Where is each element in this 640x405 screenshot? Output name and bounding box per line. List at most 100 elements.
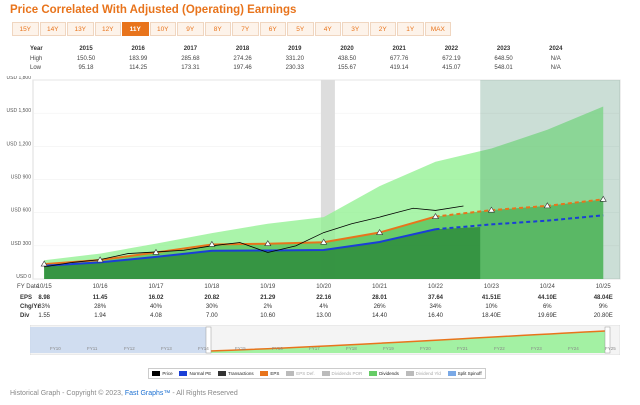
range-button-11y[interactable]: 11Y: [122, 22, 149, 36]
chg-value: 9%: [598, 304, 608, 310]
div-value: 19.69E: [537, 313, 557, 319]
chg-value: 6%: [542, 304, 552, 310]
eps-marker: [543, 202, 551, 209]
range-button-9y[interactable]: 9Y: [177, 22, 204, 36]
div-value: 13.00: [316, 313, 332, 319]
range-button-15y[interactable]: 15Y: [12, 22, 39, 36]
low-cell: 155.67: [337, 65, 357, 71]
range-button-2y[interactable]: 2Y: [369, 22, 396, 36]
legend-label: Dividends: [379, 371, 399, 376]
legend-item[interactable]: EPS Def.: [286, 371, 315, 376]
range-button-12y[interactable]: 12Y: [94, 22, 121, 36]
div-value: 10.60: [260, 313, 276, 319]
range-button-13y[interactable]: 13Y: [67, 22, 94, 36]
eps-value: 41.51E: [481, 295, 501, 301]
high-cell: 274.26: [233, 56, 252, 62]
legend-item[interactable]: EPS: [260, 371, 279, 376]
range-navigator[interactable]: FY10 FY11 FY12 FY13 FY14 FY15 FY16 FY17 FY18 FY19…: [30, 325, 620, 355]
low-cell: 415.07: [442, 65, 461, 71]
normal-pe-forecast-line: [435, 214, 604, 231]
navigator-year-label: FY19: [383, 346, 394, 351]
legend-item[interactable]: Dividends POR: [321, 371, 363, 376]
low-cell: 230.33: [285, 65, 304, 71]
chg-value: 30%: [205, 304, 218, 310]
footer-prefix: Historical Graph - Copyright © 2023,: [10, 390, 123, 397]
range-button-3y[interactable]: 3Y: [342, 22, 369, 36]
x-tick-label: 10/17: [148, 284, 164, 290]
year-label: Year: [30, 46, 43, 52]
legend-item[interactable]: Split Spinoff: [447, 371, 482, 376]
eps-value: 21.29: [260, 295, 276, 301]
range-button-8y[interactable]: 8Y: [204, 22, 231, 36]
range-button-max[interactable]: MAX: [424, 22, 451, 36]
high-cell: N/A: [550, 56, 561, 62]
legend-label: Dividends POR: [331, 371, 363, 376]
year-cell: 2022: [444, 46, 459, 52]
navigator-line: [209, 330, 606, 352]
low-cell: 173.31: [181, 65, 200, 71]
chg-value: 10%: [485, 304, 498, 310]
navigator-year-label: FY23: [531, 346, 542, 351]
year-cell: 2018: [235, 46, 250, 52]
legend-swatch: [260, 371, 269, 376]
x-tick-label: 10/23: [483, 284, 499, 290]
low-cell: 548.01: [494, 65, 513, 71]
eps-value: 20.82: [204, 295, 220, 301]
navigator-left-handle[interactable]: [205, 326, 212, 354]
legend-label: Normal PE: [189, 371, 212, 376]
legend-item[interactable]: Dividends: [369, 371, 399, 376]
legend-label: Price: [162, 371, 173, 376]
eps-value: 37.64: [427, 295, 443, 301]
legend-swatch: [369, 371, 378, 376]
chg-value: 34%: [429, 304, 442, 310]
legend-swatch: [152, 371, 161, 376]
range-button-14y[interactable]: 14Y: [39, 22, 66, 36]
legend-label: Dividend Yld: [415, 371, 441, 376]
navigator-year-label: FY15: [235, 346, 246, 351]
range-button-10y[interactable]: 10Y: [149, 22, 176, 36]
high-cell: 672.19: [442, 56, 461, 62]
year-cell: 2016: [131, 46, 145, 52]
legend-item[interactable]: Transactions: [218, 371, 254, 376]
range-button-6y[interactable]: 6Y: [259, 22, 286, 36]
high-cell: 150.50: [76, 56, 96, 62]
x-tick-label: 10/25: [595, 284, 611, 290]
eps-marker: [264, 240, 272, 246]
x-tick-label: 10/19: [260, 284, 276, 290]
range-button-1y[interactable]: 1Y: [397, 22, 424, 36]
range-button-4y[interactable]: 4Y: [314, 22, 341, 36]
high-cell: 677.76: [390, 56, 409, 62]
legend-swatch: [218, 371, 227, 376]
footer-suffix: - All Rights Reserved: [172, 390, 238, 397]
legend-item[interactable]: Dividend Yld: [405, 371, 441, 376]
legend-swatch: [447, 371, 456, 376]
range-button-5y[interactable]: 5Y: [287, 22, 314, 36]
eps-marker: [376, 228, 384, 235]
range-button-7y[interactable]: 7Y: [232, 22, 259, 36]
main-chart: USD 0 USD 300 USD 600 USD 900 USD 1,200 USD 1…: [7, 76, 621, 280]
year-cell: 2023: [496, 46, 511, 52]
navigator-unselected-left: [30, 327, 210, 353]
x-tick-label: FY Date: [17, 284, 39, 290]
y-tick-label: USD 1,200: [7, 141, 32, 147]
navigator-year-label: FY12: [124, 346, 135, 351]
navigator-year-label: FY10: [50, 346, 61, 351]
fast-graphs-link[interactable]: Fast Graphs™: [124, 390, 171, 397]
low-cell: 114.25: [129, 65, 148, 71]
navigator-year-label: FY21: [457, 346, 468, 351]
chg-label: Chg/Yr: [20, 304, 40, 310]
range-selector: 15Y 14Y 13Y 12Y 11Y 10Y 9Y 8Y 7Y 6Y 5Y 4Y 3Y 2Y 1Y MAX: [12, 22, 452, 36]
chg-value: 83%: [38, 304, 51, 310]
x-tick-label: 10/15: [36, 284, 52, 290]
eps-table: EPS Chg/Yr Div FY Date 10/15 10/16 10/17 10/…: [0, 284, 640, 324]
eps-value: 28.01: [372, 295, 388, 301]
legend-item[interactable]: Normal PE: [179, 371, 211, 376]
low-cell: N/A: [550, 65, 561, 71]
navigator-right-handle[interactable]: [604, 326, 611, 354]
price-line: [44, 205, 464, 268]
legend-item[interactable]: Price: [152, 371, 173, 376]
navigator-year-label: FY13: [161, 346, 172, 351]
y-tick-label: USD 900: [11, 175, 32, 181]
chg-value: 28%: [94, 304, 107, 310]
navigator-year-label: FY14: [198, 346, 209, 351]
